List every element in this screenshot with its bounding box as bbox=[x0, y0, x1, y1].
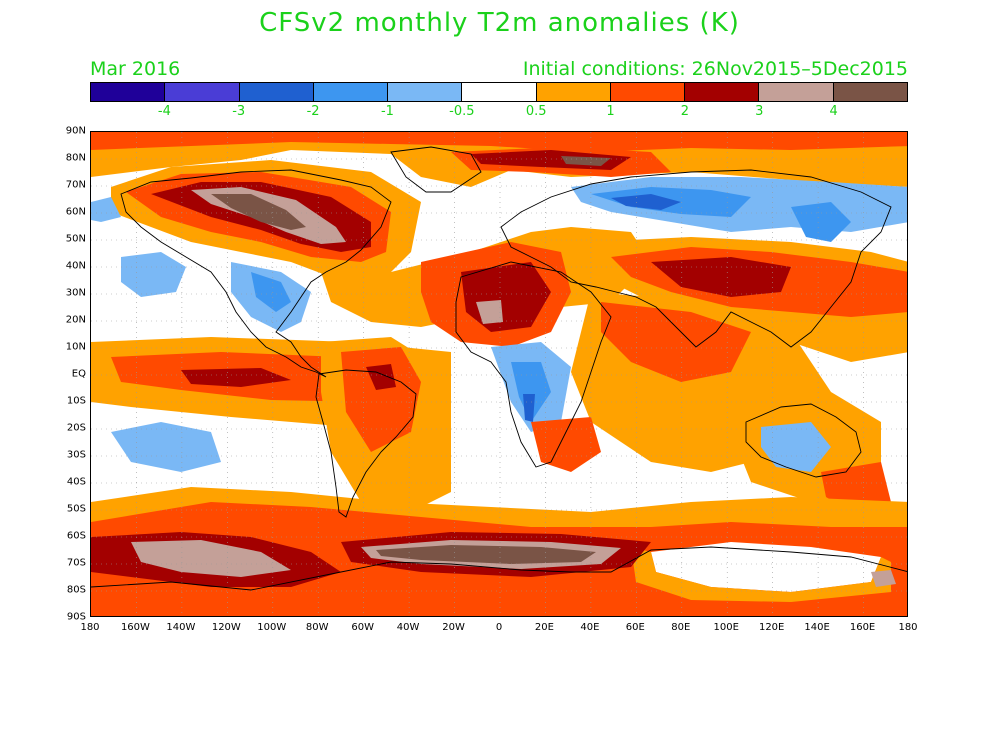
lon-tick-label: 100E bbox=[713, 622, 739, 633]
us-blue bbox=[251, 272, 291, 312]
eurasia-coast bbox=[500, 169, 892, 348]
anomaly-field bbox=[91, 132, 907, 616]
lat-tick-label: 10S bbox=[66, 395, 86, 407]
lon-tick-label: 80W bbox=[305, 622, 329, 633]
colorbar-tick-label: -2 bbox=[306, 104, 320, 119]
north-america-coast bbox=[120, 169, 392, 378]
weddell-brown bbox=[376, 545, 596, 564]
canada-brown bbox=[211, 194, 306, 230]
australia-coast bbox=[745, 403, 862, 478]
africa-darkblue bbox=[523, 394, 535, 422]
arctic-red bbox=[91, 132, 907, 152]
colorbar-swatch bbox=[388, 83, 463, 101]
pacific-lightblue bbox=[121, 252, 186, 297]
lat-tick-label: 70N bbox=[65, 179, 86, 191]
lat-tick-label: 50N bbox=[65, 233, 86, 245]
lon-tick-label: 140W bbox=[166, 622, 196, 633]
s-pacific-lightblue bbox=[111, 422, 221, 472]
colorbar-swatch bbox=[462, 83, 537, 101]
lon-tick-label: 120E bbox=[758, 622, 785, 633]
samerica-red bbox=[341, 347, 421, 452]
colorbar-tick-label: 0.5 bbox=[525, 104, 547, 119]
colorbar-swatch bbox=[165, 83, 240, 101]
lat-tick-label: 50S bbox=[66, 503, 86, 515]
colorbar-swatch bbox=[759, 83, 834, 101]
lat-tick-label: 30N bbox=[65, 287, 86, 299]
lat-tick-label: 10N bbox=[65, 341, 86, 353]
greenland-coast bbox=[390, 146, 482, 193]
antarctic-orange-ring bbox=[631, 547, 891, 602]
lon-tick-label: 40W bbox=[396, 622, 420, 633]
colorbar-tick-label: 2 bbox=[680, 104, 690, 119]
lon-tick-label: 60E bbox=[625, 622, 645, 633]
ross-pink bbox=[871, 570, 896, 587]
africa-coast bbox=[455, 261, 612, 468]
colorbar-swatch bbox=[536, 83, 611, 101]
lon-tick-label: 160W bbox=[120, 622, 150, 633]
initial-conditions: Initial conditions: 26Nov2015–5Dec2015 bbox=[522, 58, 908, 80]
lon-tick-label: 180 bbox=[898, 622, 918, 633]
lat-tick-label: 20S bbox=[66, 422, 86, 434]
amazon-darkred bbox=[366, 364, 396, 390]
antarctica-coast bbox=[91, 546, 907, 591]
colorbar-tick-label: 4 bbox=[829, 104, 838, 119]
colorbar-tick-label: -1 bbox=[380, 104, 394, 119]
lon-tick-label: 20E bbox=[534, 622, 554, 633]
colorbar-tick-label: 3 bbox=[755, 104, 764, 119]
lat-tick-label: 80N bbox=[65, 152, 86, 164]
lat-tick-label: 60N bbox=[65, 206, 86, 218]
map-title: CFSv2 monthly T2m anomalies (K) bbox=[259, 8, 740, 38]
colorbar-tick-label: -3 bbox=[232, 104, 246, 119]
lon-tick-label: 120W bbox=[211, 622, 241, 633]
australia-lightblue bbox=[761, 422, 831, 472]
colorbar bbox=[90, 82, 908, 102]
colorbar-tick-label: -4 bbox=[157, 104, 171, 119]
lat-tick-label: 20N bbox=[65, 314, 86, 326]
lat-tick-label: 60S bbox=[66, 530, 86, 542]
lat-tick-label: 80S bbox=[66, 584, 86, 596]
south-america-coast bbox=[315, 369, 417, 518]
lat-tick-label: 90N bbox=[65, 125, 86, 137]
lon-tick-label: 140E bbox=[804, 622, 830, 633]
japan-blue bbox=[791, 202, 851, 242]
colorbar-swatch bbox=[313, 83, 389, 101]
lon-tick-label: 0 bbox=[495, 622, 503, 633]
colorbar-swatch bbox=[91, 83, 166, 101]
colorbar-swatch bbox=[610, 83, 686, 101]
lon-tick-label: 20W bbox=[442, 622, 465, 633]
coastlines bbox=[91, 146, 907, 591]
siberia-darkblue bbox=[611, 194, 681, 210]
africa-blue bbox=[511, 362, 551, 422]
lon-tick-label: 100W bbox=[257, 622, 287, 633]
lat-tick-label: 90S bbox=[66, 611, 86, 623]
lat-tick-label: 70S bbox=[66, 557, 86, 569]
antarctic-pink bbox=[131, 540, 291, 577]
lat-tick-label: 40S bbox=[66, 476, 86, 488]
indian-red bbox=[601, 302, 751, 382]
grid-lines bbox=[91, 132, 907, 616]
lat-tick-label: EQ bbox=[71, 368, 86, 380]
lon-tick-label: 80E bbox=[671, 622, 691, 633]
lon-tick-label: 40E bbox=[580, 622, 600, 633]
colorbar-tick-label: 1 bbox=[606, 104, 615, 119]
sahara-pink bbox=[476, 300, 503, 324]
lat-tick-label: 40N bbox=[65, 260, 86, 272]
anomaly-map bbox=[90, 131, 908, 617]
forecast-month: Mar 2016 bbox=[90, 58, 181, 80]
greenland-brown bbox=[561, 156, 611, 166]
colorbar-swatch bbox=[685, 83, 760, 101]
colorbar-swatch bbox=[833, 83, 907, 101]
lon-tick-label: 160E bbox=[849, 622, 876, 633]
lon-tick-label: 180 bbox=[80, 622, 100, 633]
lat-tick-label: 30S bbox=[66, 449, 86, 461]
eq-pacific-darkred bbox=[181, 368, 291, 387]
colorbar-swatch bbox=[239, 83, 314, 101]
colorbar-tick-label: -0.5 bbox=[449, 104, 475, 119]
lon-tick-label: 60W bbox=[351, 622, 374, 633]
safrica-red bbox=[531, 417, 601, 472]
nw-canada-lightblue bbox=[91, 197, 121, 222]
